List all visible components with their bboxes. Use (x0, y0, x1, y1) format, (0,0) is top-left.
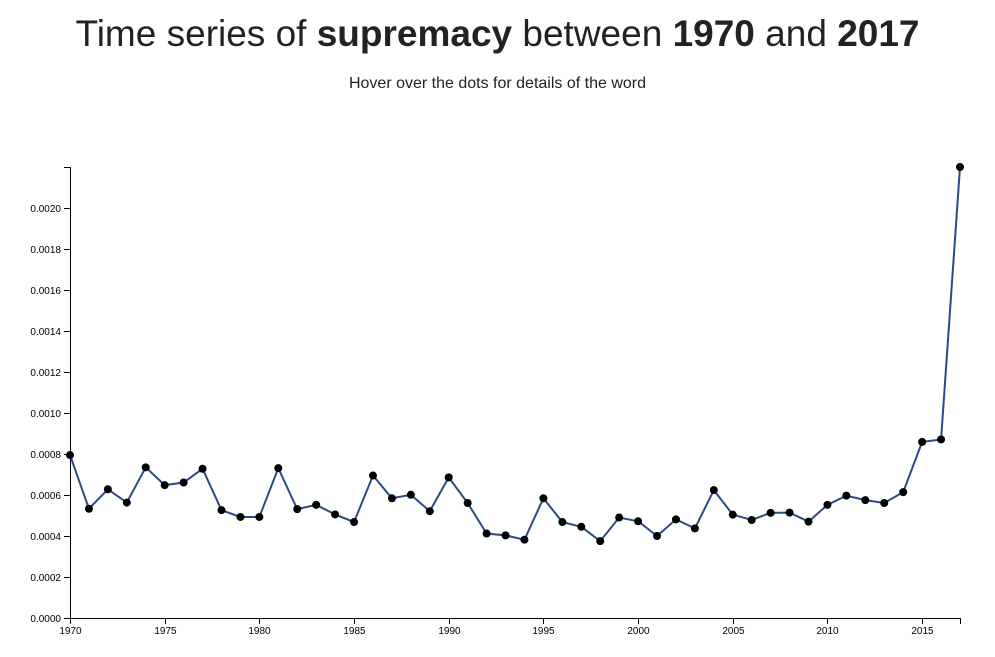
y-tick-label: 0.0000 (30, 614, 61, 625)
x-tick-label: 1980 (248, 626, 271, 637)
x-tick-label: 2015 (911, 626, 934, 637)
data-point-2008[interactable]: 2008: 0.000514 (785, 508, 794, 517)
data-point-1971[interactable]: 1971: 0.000533 (84, 504, 93, 513)
data-point-2003[interactable]: 2003: 0.000437 (690, 524, 699, 533)
data-point-1991[interactable]: 1991: 0.000561 (463, 499, 472, 507)
data-point-2014[interactable]: 2014: 0.000614 (899, 488, 908, 497)
y-tick-label: 0.0004 (30, 532, 61, 543)
data-point-1974[interactable]: 1974: 0.000735 (141, 463, 150, 472)
data-point-1999[interactable]: 1999: 0.00049 (615, 513, 624, 522)
data-point-1987[interactable]: 1987: 0.000584 (387, 494, 396, 503)
x-tick-label: 2010 (816, 626, 839, 637)
title-mid-and: and (754, 13, 838, 54)
data-point-2004[interactable]: 2004: 0.000624 (709, 486, 718, 495)
data-point-1985[interactable]: 1985: 0.000468 (350, 518, 359, 527)
y-tick-label: 0.0006 (30, 491, 61, 502)
data-point-2005[interactable]: 2005: 0.000504 (728, 510, 737, 519)
y-tick-label: 0.0012 (30, 368, 61, 379)
x-tick-label: 2000 (627, 626, 650, 637)
data-point-1981[interactable]: 1981: 0.000731 (274, 464, 283, 473)
data-point-1979[interactable]: 1979: 0.000493 (236, 512, 245, 521)
data-point-2015[interactable]: 2015: 0.000859 (918, 437, 927, 446)
data-point-2017[interactable]: 2017: 0.0022 (956, 163, 964, 171)
data-point-2012[interactable]: 2012: 0.000575 (861, 496, 870, 505)
page-title: Time series of supremacy between 1970 an… (0, 10, 995, 58)
data-point-1982[interactable]: 1982: 0.000531 (293, 505, 302, 514)
data-point-1975[interactable]: 1975: 0.000648 (160, 481, 169, 490)
title-end-year: 2017 (837, 13, 920, 54)
data-point-1996[interactable]: 1996: 0.000468 (558, 518, 567, 527)
data-point-1988[interactable]: 1988: 0.000601 (406, 490, 415, 499)
series-group (69, 166, 961, 543)
y-tick-label: 0.0018 (30, 245, 61, 256)
data-point-1972[interactable]: 1972: 0.000628 (103, 485, 112, 494)
y-tick-label: 0.0016 (30, 286, 61, 297)
title-mid-between: between (512, 13, 673, 54)
x-tick-label: 1970 (59, 626, 82, 637)
data-point-2006[interactable]: 2006: 0.000478 (747, 516, 756, 525)
data-point-1998[interactable]: 1998: 0.000375 (596, 537, 605, 546)
data-point-1997[interactable]: 1997: 0.000445 (577, 522, 586, 531)
x-tick-label: 1985 (343, 626, 366, 637)
x-tick-label: 2005 (722, 626, 745, 637)
data-point-1980[interactable]: 1980: 0.000493 (255, 512, 264, 521)
y-axis: 0.0000 0.0002 0.0004 0.0006 0.0008 0.0010 0.00… (30, 167, 71, 625)
data-point-1994[interactable]: 1994: 0.000382 (520, 535, 529, 544)
y-tick-label: 0.0010 (30, 409, 61, 420)
data-point-2013[interactable]: 2013: 0.000561 (880, 499, 889, 507)
data-point-1990[interactable]: 1990: 0.000686 (444, 473, 453, 482)
x-tick-label: 1975 (154, 626, 177, 637)
page-subtitle: Hover over the dots for details of the w… (348, 75, 647, 92)
data-point-1986[interactable]: 1986: 0.000695 (368, 471, 377, 480)
data-point-2001[interactable]: 2001: 0.0004 (653, 532, 662, 540)
data-point-1989[interactable]: 1989: 0.000521 (425, 507, 434, 516)
data-point-2010[interactable]: 2010: 0.000552 (823, 500, 832, 509)
x-axis: 1970 1975 1980 1985 1990 1995 2000 2005 2010 2015 (59, 618, 961, 637)
data-point-2002[interactable]: 2002: 0.000481 (671, 515, 680, 524)
title-word: supremacy (316, 13, 513, 54)
data-point-1978[interactable]: 1978: 0.000526 (217, 506, 226, 515)
data-point-2000[interactable]: 2000: 0.000472 (634, 517, 643, 526)
x-tick-label: 1995 (532, 626, 555, 637)
data-point-1970[interactable]: 1970: 0.000795 (66, 451, 74, 460)
data-point-1976[interactable]: 1976: 0.000661 (179, 478, 188, 487)
y-tick-label: 0.0014 (30, 327, 61, 338)
y-tick-label: 0.0008 (30, 450, 61, 461)
data-point-1984[interactable]: 1984: 0.000505 (331, 510, 340, 519)
data-point-1983[interactable]: 1983: 0.000552 (312, 500, 321, 509)
data-point-1973[interactable]: 1973: 0.000563 (122, 498, 131, 507)
y-tick-label: 0.0002 (30, 573, 61, 584)
data-point-2011[interactable]: 2011: 0.000597 (842, 491, 851, 500)
data-point-2009[interactable]: 2009: 0.00047 (804, 517, 813, 526)
data-point-1992[interactable]: 1992: 0.000412 (482, 529, 491, 538)
dots-group: 1970: 0.000795 1971: 0.000533 1972: 0.0006… (66, 163, 964, 546)
data-point-1993[interactable]: 1993: 0.000403 (501, 531, 510, 540)
title-prefix: Time series of (75, 13, 317, 54)
title-start-year: 1970 (672, 13, 755, 54)
y-tick-label: 0.0020 (30, 204, 61, 215)
data-point-1977[interactable]: 1977: 0.000728 (198, 464, 207, 473)
data-point-2007[interactable]: 2007: 0.000513 (766, 508, 775, 517)
data-point-1995[interactable]: 1995: 0.000584 (539, 494, 548, 503)
y-axis-line (64, 167, 71, 619)
series-line (69, 166, 961, 543)
data-point-2016[interactable]: 2016: 0.000871 (937, 435, 946, 444)
x-tick-label: 1990 (438, 626, 461, 637)
